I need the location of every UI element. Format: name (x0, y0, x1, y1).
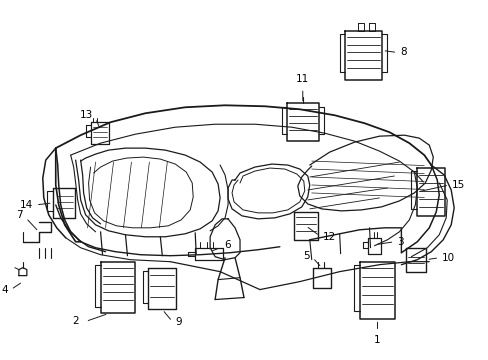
Text: 8: 8 (400, 48, 406, 58)
Text: 5: 5 (303, 251, 309, 261)
Text: 10: 10 (441, 253, 454, 263)
Text: 1: 1 (373, 336, 380, 345)
Text: 3: 3 (397, 237, 403, 247)
Text: 7: 7 (16, 210, 23, 220)
Text: 12: 12 (322, 232, 335, 242)
Text: 13: 13 (79, 110, 92, 120)
Text: 4: 4 (1, 284, 8, 294)
Text: 6: 6 (224, 240, 230, 250)
Text: 11: 11 (296, 75, 309, 84)
Text: 14: 14 (20, 200, 33, 210)
Text: 15: 15 (451, 180, 465, 190)
Text: 2: 2 (72, 316, 79, 327)
Text: 9: 9 (175, 318, 182, 328)
